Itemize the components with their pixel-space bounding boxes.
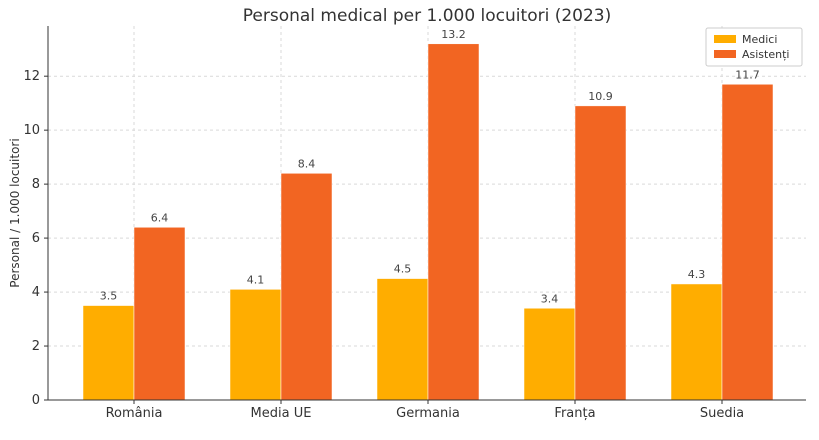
y-tick-label: 0 [32, 393, 40, 408]
y-axis-label: Personal / 1.000 locuitori [8, 138, 22, 287]
bar-medici [670, 283, 723, 401]
y-tick-label: 4 [32, 285, 40, 300]
data-label-asistenti: 13.2 [441, 28, 466, 41]
y-tick-label: 2 [32, 339, 40, 354]
chart-title: Personal medical per 1.000 locuitori (20… [243, 6, 612, 26]
bar-asistenti [427, 43, 480, 401]
bar-asistenti [280, 173, 333, 401]
y-tick-label: 12 [23, 69, 40, 84]
data-labels-layer: 3.5 6.4 4.1 8.4 4.5 13.2 3.4 10.9 4.3 11.7 [100, 28, 760, 305]
legend-label-asistenti: Asistenți [742, 48, 789, 61]
y-ticks-layer: 0 2 4 6 8 10 12 [23, 69, 48, 408]
y-tick-label: 8 [32, 177, 40, 192]
x-tick-label: Suedia [700, 406, 744, 421]
y-tick-label: 10 [23, 123, 40, 138]
legend: Medici Asistenți [705, 27, 803, 67]
x-tick-label: Franța [554, 406, 595, 421]
x-ticks-layer: România Media UE Germania Franța Suedia [106, 400, 744, 421]
x-tick-label: Media UE [251, 406, 312, 421]
data-label-asistenti: 10.9 [588, 90, 613, 103]
data-label-asistenti: 11.7 [735, 68, 760, 81]
bar-asistenti [721, 84, 774, 401]
bar-medici [376, 278, 429, 401]
bar-asistenti [574, 105, 627, 401]
x-tick-label: România [106, 406, 163, 421]
bars-layer [82, 43, 774, 401]
data-label-medici: 4.5 [394, 263, 412, 276]
bar-medici [523, 308, 576, 401]
bar-asistenti [133, 227, 186, 401]
bar-medici [229, 289, 282, 401]
data-label-medici: 4.3 [688, 268, 706, 281]
legend-swatch-asistenti [714, 50, 736, 58]
data-label-medici: 3.5 [100, 290, 118, 303]
data-label-medici: 4.1 [247, 273, 265, 286]
data-label-asistenti: 6.4 [151, 211, 169, 224]
bar-medici [82, 305, 135, 401]
x-tick-label: Germania [396, 406, 460, 421]
y-tick-label: 6 [32, 231, 40, 246]
data-label-asistenti: 8.4 [298, 157, 316, 170]
legend-label-medici: Medici [742, 33, 777, 46]
legend-swatch-medici [714, 35, 736, 43]
data-label-medici: 3.4 [541, 292, 559, 305]
